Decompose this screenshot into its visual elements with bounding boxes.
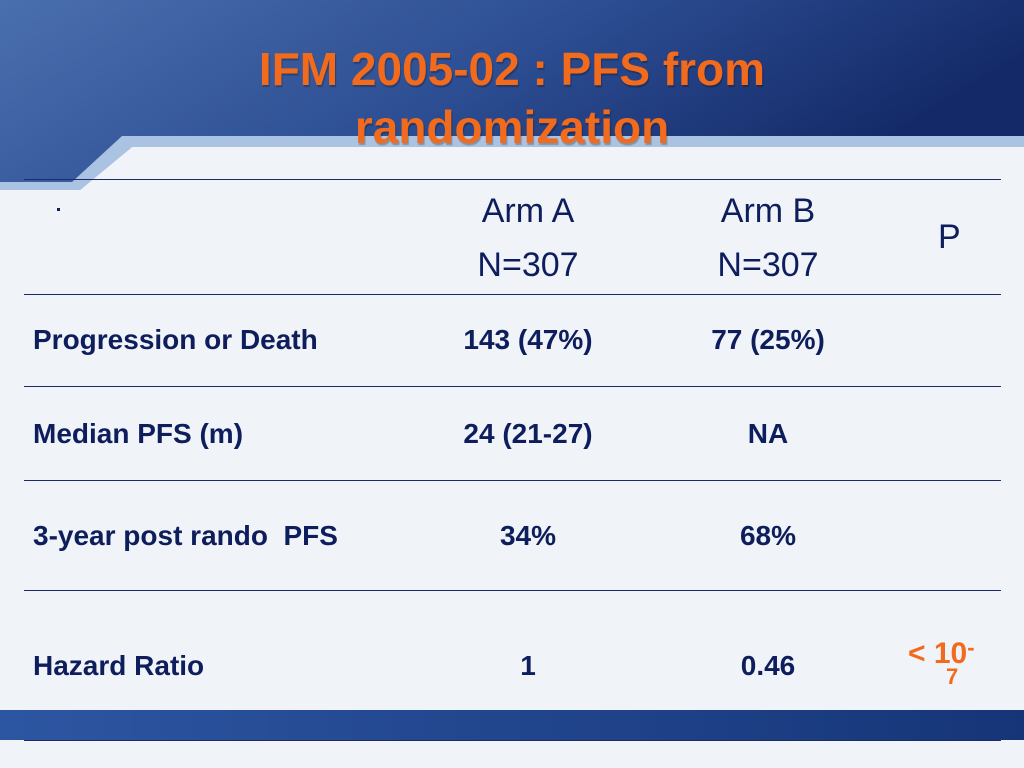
table-rule <box>24 294 1001 295</box>
row-3yr-pfs-arm-b: 68% <box>739 520 797 551</box>
p-value-exponent-sign: - <box>967 635 975 660</box>
slide-title: IFM 2005-02 : PFS from randomization <box>150 40 874 156</box>
header-arm-a: Arm A N=307 <box>428 184 628 292</box>
arm-a-n: N=307 <box>477 246 579 284</box>
row-label-hazard-ratio: Hazard Ratio <box>33 650 205 681</box>
header-arm-b: Arm B N=307 <box>668 184 868 292</box>
row-progression-arm-b: 77 (25%) <box>711 324 825 355</box>
header-bullet <box>57 208 60 211</box>
row-median-pfs-arm-a: 24 (21-27) <box>463 418 593 449</box>
row-3yr-pfs-arm-a: 34% <box>499 520 557 551</box>
arm-b-n: N=307 <box>717 246 819 284</box>
table-rule <box>24 179 1001 180</box>
arm-a-name: Arm A <box>481 192 575 230</box>
title-line-1: IFM 2005-02 : PFS from <box>258 43 766 95</box>
p-value-prefix: < 10 <box>908 637 968 670</box>
row-median-pfs-arm-b: NA <box>747 418 789 449</box>
table-rule <box>24 386 1001 387</box>
arm-b-name: Arm B <box>720 192 816 230</box>
table-rule <box>24 740 1001 741</box>
table-rule <box>24 480 1001 481</box>
row-label-median-pfs: Median PFS (m) <box>33 418 244 449</box>
p-value: < 10- 7 <box>908 635 975 688</box>
table-rule <box>24 590 1001 591</box>
title-line-2: randomization <box>354 101 670 153</box>
row-hazard-ratio-arm-a: 1 <box>520 650 536 681</box>
row-label-progression: Progression or Death <box>33 324 318 355</box>
p-value-exponent-digit: 7 <box>946 664 959 689</box>
row-hazard-ratio-arm-b: 0.46 <box>740 650 796 681</box>
row-progression-arm-a: 143 (47%) <box>463 324 593 355</box>
row-label-3yr-pfs: 3-year post rando PFS <box>33 520 338 551</box>
header-p: P <box>938 218 961 256</box>
